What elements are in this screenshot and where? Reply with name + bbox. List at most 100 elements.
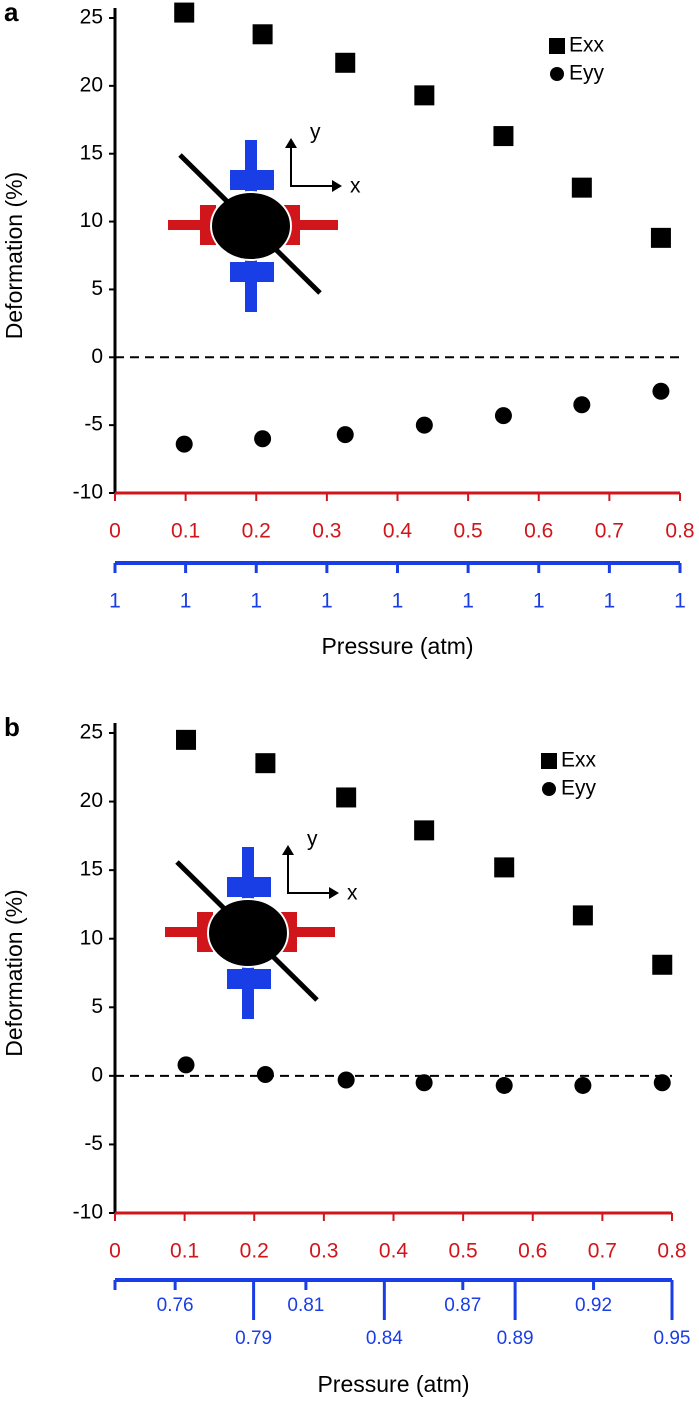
cut-line: [175, 860, 319, 1002]
point: [336, 787, 357, 808]
y-tick-label: 5: [91, 277, 103, 300]
point: [336, 426, 354, 444]
y-tick-label: -10: [73, 1201, 103, 1224]
x-tick-label: 0.1: [171, 520, 200, 543]
y-axis-label: Deformation (%): [1, 889, 27, 1056]
point: [494, 857, 515, 878]
x2-tick-label: 0.76: [157, 1295, 194, 1316]
point: [653, 1074, 671, 1092]
point: [256, 1065, 274, 1083]
y-tick-label: 10: [80, 926, 103, 949]
arrow-head: [332, 180, 342, 192]
y-tick-label: 0: [91, 1063, 103, 1086]
x2-tick-label: 0.81: [287, 1295, 324, 1316]
y-tick-label: 15: [80, 141, 103, 164]
x2-tick-label: 1: [180, 590, 192, 613]
point: [414, 820, 435, 841]
point: [652, 954, 673, 975]
x2-tick-label: 0.87: [444, 1295, 481, 1316]
x2-tick-label: 1: [604, 590, 616, 613]
x-tick-label: 0.6: [524, 520, 553, 543]
x2-tick-label: 1: [533, 590, 545, 613]
x-tick-label: 0.8: [665, 520, 694, 543]
x-tick-label: 0.5: [449, 1240, 478, 1263]
cut-line: [178, 153, 322, 295]
point: [493, 126, 514, 147]
legend-marker: [541, 753, 557, 769]
arrow-head: [282, 845, 294, 855]
point: [494, 407, 512, 425]
point: [337, 1071, 355, 1089]
legend-label: Eyy: [569, 62, 605, 85]
point: [574, 1076, 592, 1094]
y-tick-label: -10: [73, 481, 103, 504]
x-tick-label: 0: [109, 1240, 121, 1263]
x-tick-label: 0.3: [309, 1240, 338, 1263]
inset-diagram: yx: [165, 828, 358, 1019]
point: [572, 905, 593, 926]
x2-tick-label: 0.92: [575, 1295, 612, 1316]
point: [571, 177, 592, 198]
y-tick-label: 25: [80, 6, 103, 29]
x-tick-label: 0.6: [518, 1240, 547, 1263]
x-tick-label: 0.4: [383, 520, 413, 543]
arrow-head: [329, 887, 339, 899]
y-tick-label: 15: [80, 858, 103, 881]
y-tick-label: 20: [80, 73, 103, 96]
x-tick-label: 0.7: [595, 520, 624, 543]
arrow-head: [285, 138, 297, 148]
x2-tick-label: 1: [109, 590, 121, 613]
point: [415, 1074, 433, 1092]
x-tick-label: 0.2: [240, 1240, 269, 1263]
point: [255, 753, 276, 774]
axis-annotation: x: [347, 882, 358, 905]
y-tick-label: -5: [84, 1132, 103, 1155]
x-tick-label: 0.8: [657, 1240, 686, 1263]
x-axis-label: Pressure (atm): [321, 633, 473, 659]
y-tick-label: 25: [80, 721, 103, 744]
axis-annotation: x: [350, 175, 361, 198]
point: [650, 227, 671, 248]
y-tick-label: 10: [80, 209, 103, 232]
x-axis-label: Pressure (atm): [317, 1371, 469, 1397]
x-tick-label: 0.5: [454, 520, 483, 543]
x-tick-label: 0.1: [170, 1240, 199, 1263]
y-tick-label: 20: [80, 789, 103, 812]
legend-marker: [549, 38, 565, 54]
y-tick-label: -5: [84, 413, 103, 436]
y-tick-label: 0: [91, 345, 103, 368]
panel-label: b: [4, 712, 20, 742]
y-axis-label: Deformation (%): [1, 172, 27, 339]
point: [573, 396, 591, 414]
x2-tick-label: 1: [462, 590, 474, 613]
point: [415, 416, 433, 434]
x2-tick-label: 0.84: [366, 1328, 403, 1349]
point: [176, 729, 197, 750]
inset-diagram: yx: [168, 121, 361, 312]
x2-tick-label: 1: [392, 590, 404, 613]
blue-clamp: [230, 262, 274, 282]
panel-label: a: [4, 0, 19, 27]
point: [652, 382, 670, 400]
x-tick-label: 0: [109, 520, 121, 543]
point: [174, 2, 195, 23]
x-tick-label: 0.3: [312, 520, 341, 543]
blue-clamp: [230, 170, 274, 190]
x2-tick-label: 0.89: [497, 1328, 534, 1349]
point: [335, 52, 356, 73]
legend-marker: [550, 67, 564, 81]
point: [175, 435, 193, 453]
point: [177, 1056, 195, 1074]
x-tick-label: 0.2: [242, 520, 271, 543]
x2-tick-label: 1: [674, 590, 686, 613]
blue-clamp: [227, 877, 271, 897]
x2-tick-label: 0.79: [235, 1328, 272, 1349]
axis-annotation: y: [307, 828, 318, 851]
legend-marker: [542, 782, 556, 796]
blue-clamp: [227, 969, 271, 989]
x2-tick-label: 1: [250, 590, 262, 613]
legend-label: Exx: [569, 34, 605, 57]
point: [254, 430, 272, 448]
legend-label: Eyy: [561, 777, 597, 800]
